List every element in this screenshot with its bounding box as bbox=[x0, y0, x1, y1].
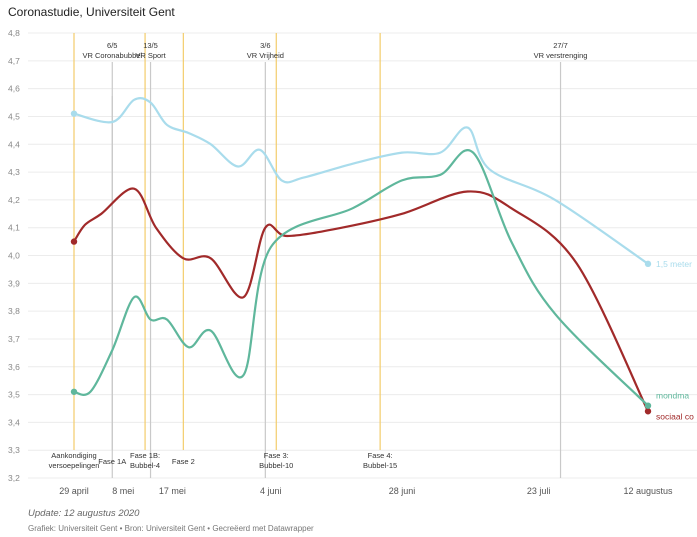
y-tick-label: 4,1 bbox=[8, 223, 20, 233]
bottom-annotation-line1: Fase 1A bbox=[98, 457, 126, 466]
x-tick-label: 28 juni bbox=[389, 486, 416, 496]
series-line-afstand bbox=[72, 97, 650, 265]
y-tick-label: 3,6 bbox=[8, 362, 20, 372]
top-annotation-text: VR Sport bbox=[135, 51, 166, 60]
series-start-point-handen bbox=[70, 238, 78, 245]
bottom-annotation-line1: Fase 3: bbox=[264, 451, 289, 460]
series-start-point-mondmasker bbox=[70, 388, 78, 395]
bottom-annotation-line1: Fase 4: bbox=[368, 451, 393, 460]
y-tick-label: 3,2 bbox=[8, 473, 20, 483]
series-end-point-handen bbox=[644, 408, 652, 415]
top-annotation-date: 3/6 bbox=[260, 41, 270, 50]
label-layer: 4,8 4,7 4,6 4,5 4,4 4,3 4,2 4,1 4,0 3,9 3,8 3,7 3,6 3… bbox=[8, 28, 694, 496]
top-annotation-text: VR verstrenging bbox=[534, 51, 588, 60]
y-tick-label: 4,0 bbox=[8, 251, 20, 261]
series-label-afstand: 1,5 meter bbox=[656, 259, 692, 269]
x-tick-label: 12 augustus bbox=[623, 486, 673, 496]
chart-title: Coronastudie, Universiteit Gent bbox=[8, 5, 175, 19]
top-annotation-text: VR Coronabubbel bbox=[82, 51, 142, 60]
bottom-annotation-line1: Aankondiging bbox=[51, 451, 96, 460]
y-tick-label: 3,4 bbox=[8, 417, 20, 427]
y-tick-label: 3,7 bbox=[8, 334, 20, 344]
y-tick-label: 3,5 bbox=[8, 390, 20, 400]
x-tick-label: 23 juli bbox=[527, 486, 551, 496]
y-tick-label: 4,6 bbox=[8, 84, 20, 94]
series-end-point-mondmasker bbox=[644, 402, 652, 409]
bottom-annotation-line1: Fase 1B: bbox=[130, 451, 160, 460]
top-annotation-date: 6/5 bbox=[107, 41, 117, 50]
top-annotation-date: 27/7 bbox=[553, 41, 568, 50]
bottom-annotation-line2: Bubbel-4 bbox=[130, 461, 160, 470]
series-label-mondmasker: mondma bbox=[656, 391, 689, 401]
y-tick-label: 4,3 bbox=[8, 167, 20, 177]
series-label-handen: sociaal co bbox=[656, 411, 694, 421]
footer-source-credit: Grafiek: Universiteit Gent • Bron: Unive… bbox=[28, 524, 314, 533]
x-tick-label: 17 mei bbox=[159, 486, 186, 496]
y-tick-label: 4,5 bbox=[8, 111, 20, 121]
x-tick-label: 4 juni bbox=[260, 486, 282, 496]
series-start-point-afstand bbox=[70, 110, 78, 117]
x-tick-label: 29 april bbox=[59, 486, 89, 496]
x-tick-label: 8 mei bbox=[112, 486, 134, 496]
y-tick-label: 3,8 bbox=[8, 306, 20, 316]
bottom-annotation-line1: Fase 2 bbox=[172, 457, 195, 466]
footer-update-note: Update: 12 augustus 2020 bbox=[28, 508, 140, 519]
y-tick-label: 4,4 bbox=[8, 139, 20, 149]
y-tick-label: 3,9 bbox=[8, 278, 20, 288]
bottom-annotation-line2: Bubbel-15 bbox=[363, 461, 397, 470]
series-line-handen bbox=[72, 187, 650, 413]
series-layer bbox=[70, 97, 652, 415]
grid-layer bbox=[28, 32, 697, 479]
y-tick-label: 4,2 bbox=[8, 195, 20, 205]
y-tick-label: 4,8 bbox=[8, 28, 20, 38]
y-tick-label: 3,3 bbox=[8, 445, 20, 455]
y-tick-label: 4,7 bbox=[8, 56, 20, 66]
bottom-annotation-line2: Bubbel-10 bbox=[259, 461, 293, 470]
series-end-point-afstand bbox=[644, 260, 652, 268]
bottom-annotation-line2: versoepelingen bbox=[49, 461, 100, 470]
series-line-mondmasker bbox=[72, 149, 650, 407]
top-annotation-text: VR Vrijheid bbox=[247, 51, 284, 60]
top-annotation-date: 13/5 bbox=[143, 41, 158, 50]
